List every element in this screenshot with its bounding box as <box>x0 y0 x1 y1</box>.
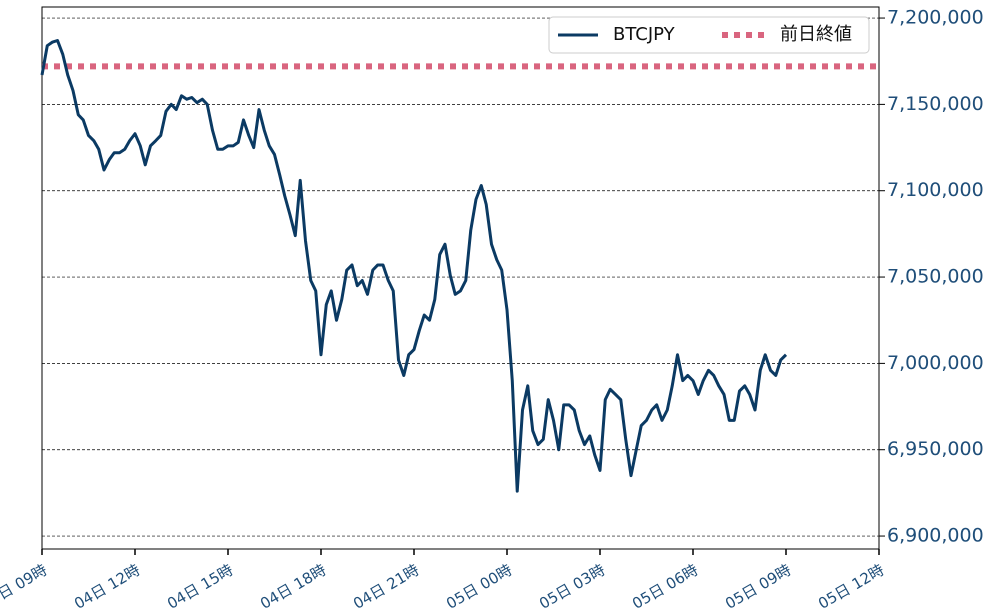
y-tick-label: 7,200,000 <box>887 7 984 29</box>
x-tick-label: 05日 00時 <box>443 561 515 613</box>
line-series <box>40 39 788 493</box>
legend-box <box>548 16 870 54</box>
legend: BTCJPY 前日終値 <box>548 16 870 54</box>
x-tick-label: 04日 15時 <box>164 561 236 613</box>
x-tick-label: 04日 18時 <box>257 561 329 613</box>
y-tick-label: 7,150,000 <box>887 93 984 115</box>
x-tick-label: 04日 21時 <box>350 561 422 613</box>
plot-frame <box>41 6 880 550</box>
x-tick-label: 04日 12時 <box>71 561 143 613</box>
y-tick-label: 7,100,000 <box>887 179 984 201</box>
legend-label: 前日終値 <box>780 24 852 45</box>
x-tick-label: 04日 09時 <box>0 561 50 613</box>
x-tick-label: 05日 12時 <box>815 561 887 613</box>
y-tick-label: 6,900,000 <box>887 525 984 547</box>
x-tick-label: 05日 03時 <box>536 561 608 613</box>
legend-label: BTCJPY <box>613 24 676 45</box>
y-tick-label: 6,950,000 <box>887 438 984 460</box>
y-tick-label: 7,050,000 <box>887 266 984 288</box>
x-tick-label: 05日 09時 <box>722 561 794 613</box>
x-tick-label: 05日 06時 <box>629 561 701 613</box>
y-tick-label: 7,000,000 <box>887 352 984 374</box>
